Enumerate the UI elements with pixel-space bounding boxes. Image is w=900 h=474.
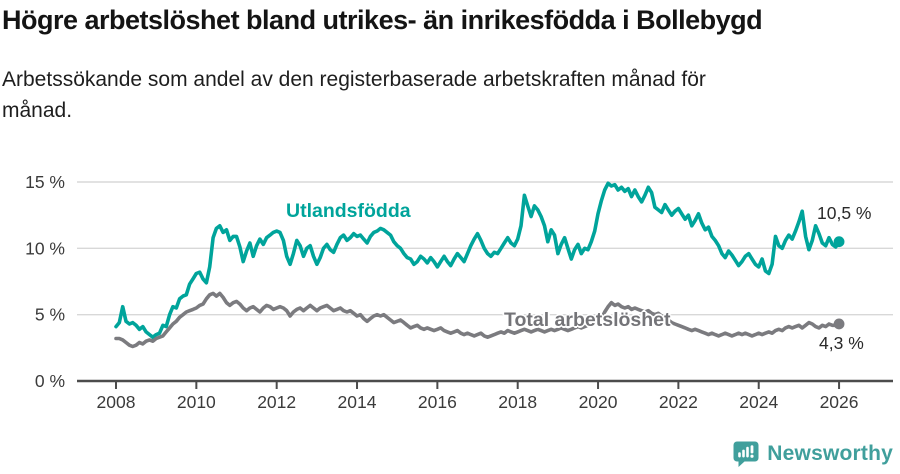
- page-title: Högre arbetslöshet bland utrikes- än inr…: [2, 5, 763, 35]
- x-axis-tick-label: 2008: [97, 392, 136, 412]
- end-value-label-utlandsfodda: 10,5 %: [817, 203, 872, 223]
- x-axis-tick-label: 2022: [659, 392, 698, 412]
- x-axis-tick-label: 2014: [338, 392, 377, 412]
- x-axis-tick-label: 2016: [418, 392, 457, 412]
- y-axis-tick-label: 10 %: [25, 238, 65, 258]
- x-axis-tick-label: 2024: [739, 392, 778, 412]
- x-axis-tick-label: 2020: [579, 392, 618, 412]
- x-axis-tick-label: 2018: [498, 392, 537, 412]
- x-axis-tick-label: 2026: [820, 392, 859, 412]
- newsworthy-logo[interactable]: Newsworthy: [732, 440, 893, 468]
- line-total-arbetsloshet: [114, 291, 841, 349]
- end-value-label-total: 4,3 %: [819, 333, 864, 353]
- y-axis-tick-label: 15 %: [25, 172, 65, 192]
- subtitle-line-2: månad.: [2, 99, 73, 122]
- end-dot-total: [833, 318, 845, 330]
- chart-subtitle: Arbetssökande som andel av den registerb…: [2, 64, 892, 126]
- x-axis-tick-label: 2012: [257, 392, 296, 412]
- y-axis-tick-label: 5 %: [35, 305, 65, 325]
- subtitle-line-1: Arbetssökande som andel av den registerb…: [2, 68, 706, 91]
- brand-text: Newsworthy: [767, 442, 893, 465]
- x-axis-tick-label: 2010: [177, 392, 216, 412]
- unemployment-line-chart: 0 % 5 % 10 % 15 % 2008 2010 2012 2014 2016 2018 20…: [25, 172, 893, 412]
- bar-chart-speech-bubble-icon: [733, 441, 759, 467]
- end-dot-utlandsfodda: [833, 236, 845, 248]
- series-label-utlandsfodda: Utlandsfödda: [286, 200, 411, 222]
- y-axis-tick-label: 0 %: [35, 371, 65, 391]
- line-utlandsfodda: [114, 181, 841, 339]
- series-label-total-arbetsloshet: Total arbetslöshet: [504, 309, 671, 331]
